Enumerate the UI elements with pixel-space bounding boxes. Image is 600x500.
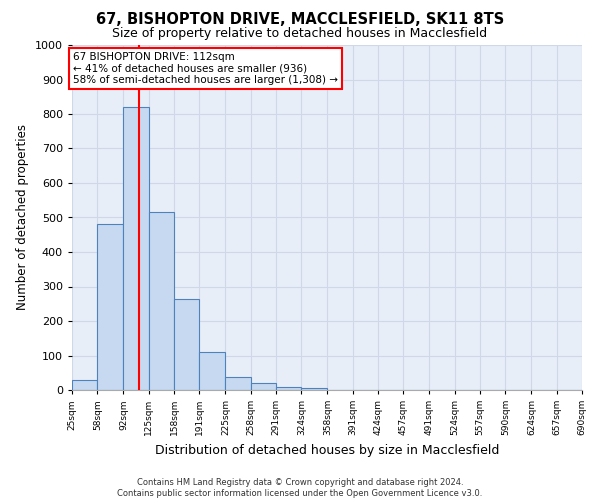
Bar (301, 388, 328, 390)
Bar (124, 107, 149, 390)
Bar (199, 352, 226, 390)
Bar (97, 224, 124, 390)
Bar (72, 380, 97, 390)
Bar (226, 377, 251, 390)
Bar (276, 386, 301, 390)
Text: 67, BISHOPTON DRIVE, MACCLESFIELD, SK11 8TS: 67, BISHOPTON DRIVE, MACCLESFIELD, SK11 … (96, 12, 504, 28)
Text: 67 BISHOPTON DRIVE: 112sqm
← 41% of detached houses are smaller (936)
58% of sem: 67 BISHOPTON DRIVE: 112sqm ← 41% of deta… (73, 52, 338, 85)
Text: Contains HM Land Registry data © Crown copyright and database right 2024.
Contai: Contains HM Land Registry data © Crown c… (118, 478, 482, 498)
Text: Size of property relative to detached houses in Macclesfield: Size of property relative to detached ho… (112, 28, 488, 40)
Bar (149, 212, 174, 390)
Bar (251, 383, 276, 390)
X-axis label: Distribution of detached houses by size in Macclesfield: Distribution of detached houses by size … (155, 444, 499, 456)
Y-axis label: Number of detached properties: Number of detached properties (16, 124, 29, 310)
Bar (174, 298, 199, 390)
